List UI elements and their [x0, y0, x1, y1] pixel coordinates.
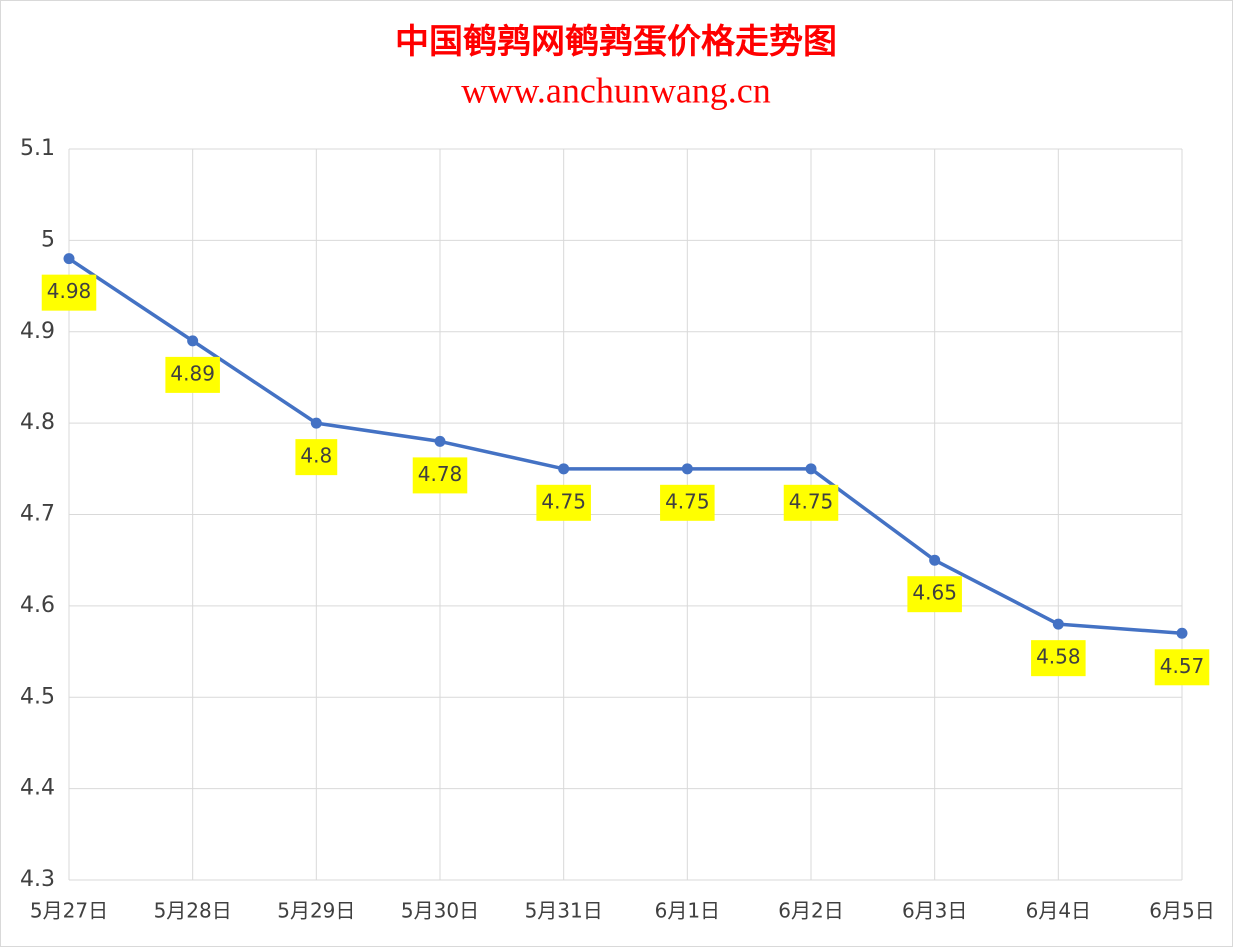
data-label: 4.78 — [418, 462, 463, 486]
point — [1052, 618, 1064, 630]
data-label: 4.57 — [1160, 654, 1205, 678]
data-label: 4.58 — [1036, 645, 1081, 669]
x-tick-label: 6月5日 — [1149, 899, 1214, 923]
x-tick-label: 6月3日 — [902, 899, 967, 923]
y-tick-label: 4.9 — [20, 319, 55, 344]
data-label-bg — [536, 484, 591, 521]
data-label: 4.75 — [541, 489, 586, 513]
data-label: 4.75 — [665, 489, 710, 513]
point — [805, 463, 817, 475]
x-tick-label: 5月28日 — [154, 899, 232, 923]
y-tick-label: 4.7 — [20, 502, 55, 527]
data-label-bg — [165, 356, 220, 393]
data-label-bg — [295, 439, 338, 476]
chart-subtitle: www.anchunwang.cn — [461, 70, 771, 110]
x-tick-label: 5月31日 — [525, 899, 603, 923]
data-label-bg — [660, 484, 715, 521]
point — [63, 253, 75, 265]
point — [929, 554, 941, 566]
x-tick-label: 5月30日 — [401, 899, 479, 923]
point — [681, 463, 693, 475]
point — [310, 417, 322, 429]
data-label-bg — [41, 274, 97, 311]
data-label: 4.65 — [912, 581, 957, 605]
y-tick-label: 4.8 — [20, 410, 55, 435]
data-label-bg — [783, 484, 839, 521]
y-tick-label: 5 — [41, 227, 55, 252]
y-tick-label: 4.3 — [20, 867, 55, 892]
point — [1176, 627, 1188, 639]
x-tick-label: 6月4日 — [1026, 899, 1091, 923]
chart-title: 中国鹌鹑网鹌鹑蛋价格走势图 — [395, 22, 837, 62]
point — [187, 335, 199, 347]
y-tick-label: 4.5 — [20, 684, 55, 709]
data-label-bg — [412, 457, 468, 494]
x-tick-label: 5月27日 — [30, 899, 108, 923]
data-label-bg — [1154, 649, 1210, 686]
y-tick-label: 5.1 — [20, 136, 55, 161]
data-label-bg — [907, 576, 962, 613]
data-label: 4.98 — [47, 279, 92, 303]
data-label: 4.8 — [300, 444, 332, 468]
y-tick-label: 4.4 — [20, 776, 55, 801]
x-tick-label: 5月29日 — [277, 899, 355, 923]
x-tick-label: 6月2日 — [778, 899, 843, 923]
point — [558, 463, 570, 475]
data-label: 4.75 — [789, 489, 834, 513]
y-tick-label: 4.6 — [20, 593, 55, 618]
data-label-bg — [1031, 640, 1086, 677]
data-label: 4.89 — [170, 361, 215, 385]
point — [434, 435, 446, 447]
line — [68, 257, 1183, 636]
x-tick-label: 6月1日 — [655, 899, 720, 923]
